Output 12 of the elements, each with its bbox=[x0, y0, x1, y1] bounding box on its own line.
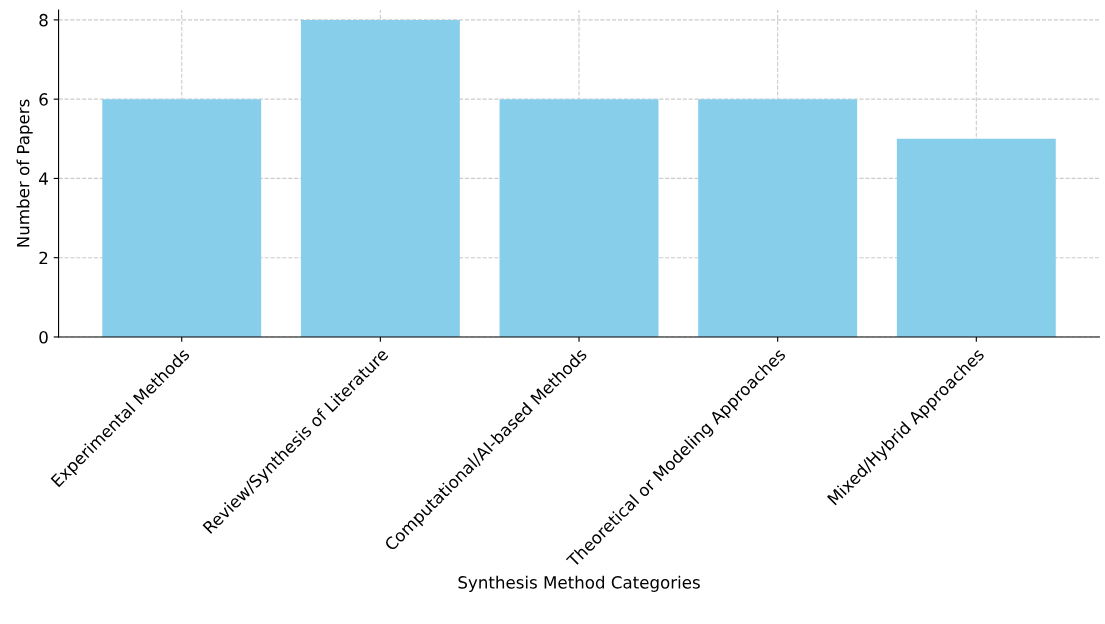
bar bbox=[300, 19, 460, 337]
bar bbox=[499, 99, 659, 337]
y-tick-label: 4 bbox=[39, 172, 48, 185]
y-tick-label: 0 bbox=[39, 330, 48, 344]
y-tick-label: 8 bbox=[39, 13, 48, 27]
x-axis-title: Synthesis Method Categories bbox=[458, 575, 700, 592]
bar bbox=[102, 99, 262, 337]
y-tick-label: 6 bbox=[39, 93, 48, 106]
bar bbox=[698, 99, 858, 337]
bar bbox=[896, 138, 1056, 337]
y-tick-label: 2 bbox=[39, 251, 48, 265]
y-axis-title: Number of Papers bbox=[16, 99, 33, 247]
